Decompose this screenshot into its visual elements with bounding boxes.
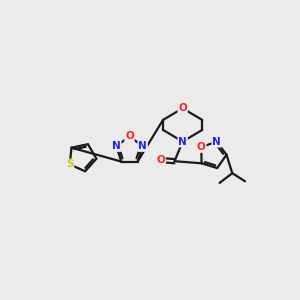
Text: N: N [138, 141, 147, 151]
Text: O: O [125, 131, 134, 142]
Text: N: N [212, 137, 221, 147]
Text: N: N [178, 136, 187, 147]
Text: O: O [156, 155, 165, 165]
Text: S: S [66, 159, 74, 170]
Text: O: O [197, 142, 206, 152]
Text: N: N [112, 141, 121, 151]
Text: O: O [178, 103, 187, 113]
